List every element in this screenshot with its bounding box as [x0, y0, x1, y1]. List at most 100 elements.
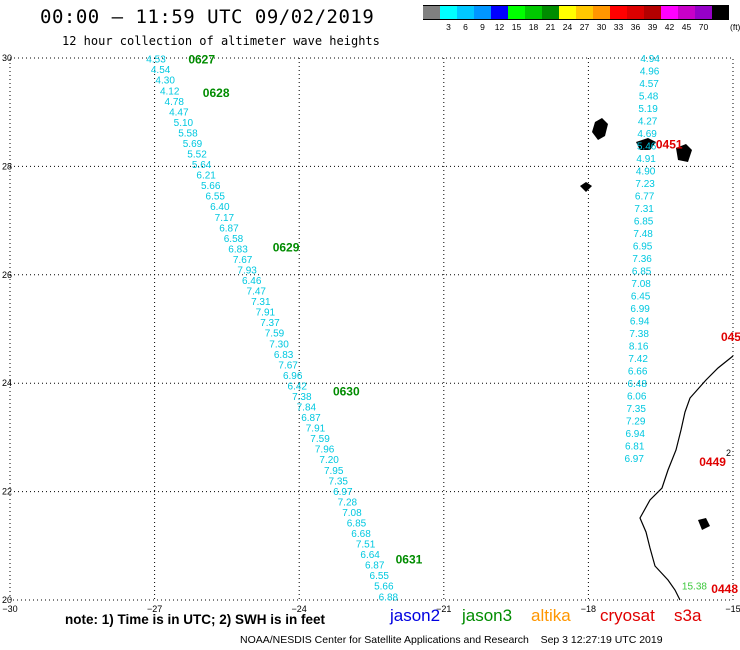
legend-label: 24 — [562, 22, 573, 32]
wave-height-value: 6.46 — [242, 276, 262, 287]
wave-height-value: 6.87 — [219, 223, 239, 234]
color-legend: 3 6 9 12 15 18 21 24 27 30 33 36 39 42 45 70 (ft) — [423, 5, 740, 32]
legend-label: 36 — [630, 22, 641, 32]
legend-label: 15 — [511, 22, 522, 32]
wave-height-value: 5.19 — [638, 104, 658, 115]
wave-height-value: 6.85 — [634, 217, 654, 228]
legend-label: 27 — [579, 22, 590, 32]
legend-label: 42 — [664, 22, 675, 32]
wave-height-value: 7.35 — [626, 404, 646, 415]
wave-height-value: 6.81 — [625, 442, 645, 453]
map-frame — [9, 57, 734, 601]
map-title: 00:00 – 11:59 UTC 09/02/2019 — [40, 6, 375, 28]
wave-height-value: 7.96 — [315, 445, 335, 456]
wave-height-value: 6.94 — [630, 317, 650, 328]
legend-label: 33 — [613, 22, 624, 32]
wave-height-value: 6.58 — [224, 234, 244, 245]
legend-cell: 42 — [661, 5, 678, 32]
legend-swatch — [491, 5, 508, 20]
wave-height-value: 6.42 — [288, 381, 308, 392]
wave-height-value: 7.95 — [324, 466, 344, 477]
x-tick-label: −30 — [2, 604, 17, 614]
legend-cell: 21 — [542, 5, 559, 32]
pass-time-label: 0449 — [699, 455, 726, 469]
pass-time-label: 0628 — [203, 86, 230, 100]
legend-label: 21 — [545, 22, 556, 32]
pass-time-label: 0451 — [656, 138, 683, 152]
wave-height-value: 7.67 — [278, 360, 298, 371]
wave-height-value: 6.48 — [627, 379, 647, 390]
pass-time-label: 0631 — [396, 552, 423, 566]
footnote: note: 1) Time is in UTC; 2) SWH is in fe… — [65, 612, 326, 627]
y-tick-label: 30 — [2, 53, 12, 63]
wave-height-value: 6.55 — [206, 192, 226, 203]
wave-height-value: 7.91 — [306, 424, 326, 435]
x-tick-label: −15 — [725, 604, 740, 614]
legend-swatch — [661, 5, 678, 20]
y-tick-label: 26 — [2, 270, 12, 280]
wave-height-value: 7.29 — [626, 417, 646, 428]
wave-height-value: 4.90 — [636, 167, 656, 178]
legend-cell: 45 — [678, 5, 695, 32]
wave-height-value: 15.38 — [682, 581, 707, 592]
legend-cell: 9 — [474, 5, 491, 32]
wave-height-value: 4.54 — [151, 65, 171, 76]
wave-height-value: 7.91 — [256, 308, 276, 319]
x-tick-label: −24 — [292, 604, 307, 614]
wave-height-value: 6.99 — [630, 304, 650, 315]
wave-height-value: 4.69 — [637, 129, 657, 140]
wave-height-value: 5.58 — [178, 128, 198, 139]
wave-height-value: 7.17 — [215, 213, 235, 224]
wave-height-value: 6.85 — [632, 267, 652, 278]
wave-height-value: 6.87 — [365, 561, 385, 572]
legend-cell: 12 — [491, 5, 508, 32]
wave-height-value: 6.94 — [625, 429, 645, 440]
wave-height-value: 7.08 — [631, 279, 651, 290]
wave-height-value: 7.67 — [233, 255, 253, 266]
legend-label: 39 — [647, 22, 658, 32]
mission-jason3: jason3 — [462, 606, 513, 625]
legend-swatch — [593, 5, 610, 20]
wave-height-value: 7.37 — [260, 318, 280, 329]
wave-height-value: 6.64 — [360, 550, 380, 561]
wave-height-value: 6.21 — [196, 171, 216, 182]
wave-height-value: 8.16 — [629, 342, 649, 353]
wave-height-value: 7.36 — [632, 254, 652, 265]
wave-height-value: 6.88 — [379, 592, 399, 603]
wave-height-value: 5.52 — [187, 150, 207, 161]
legend-label: 12 — [494, 22, 505, 32]
wave-height-value: 4.47 — [169, 107, 189, 118]
x-tick-label: −21 — [436, 604, 451, 614]
legend-cell: 30 — [593, 5, 610, 32]
legend-swatch — [695, 5, 712, 20]
legend-swatch — [644, 5, 661, 20]
wave-height-value: 6.97 — [624, 454, 644, 465]
wave-height-value: 4.91 — [636, 154, 656, 165]
pass-time-label: 0630 — [333, 384, 360, 398]
legend-label: 45 — [681, 22, 692, 32]
wave-height-value: 7.51 — [356, 540, 376, 551]
legend-cell: 24 — [559, 5, 576, 32]
wave-height-value: 7.59 — [265, 329, 285, 340]
legend-cell: 3 — [440, 5, 457, 32]
island-tenerife — [636, 138, 656, 150]
pass-time-label: 0629 — [273, 241, 300, 255]
mission-cryosat: cryosat — [600, 606, 655, 625]
legend-cell: 36 — [627, 5, 644, 32]
wave-height-value: 7.48 — [633, 229, 653, 240]
wave-height-value: 7.93 — [237, 265, 257, 276]
legend-swatch — [423, 5, 440, 20]
wave-height-value: 7.35 — [329, 476, 349, 487]
legend-swatch — [440, 5, 457, 20]
timestamp: Sep 3 12:27:19 UTC 2019 — [540, 634, 663, 646]
legend-swatch — [576, 5, 593, 20]
island-la-palma — [592, 118, 608, 140]
wave-height-value: 4.53 — [146, 55, 166, 66]
mission-altika: altika — [531, 606, 571, 625]
legend-label: 18 — [528, 22, 539, 32]
y-tick-label: 22 — [2, 487, 12, 497]
wave-height-value: 6.83 — [228, 244, 248, 255]
wave-height-value: 7.38 — [629, 329, 649, 340]
pass-time-label: 0448 — [711, 582, 738, 596]
wave-height-value: 4.30 — [155, 76, 175, 87]
